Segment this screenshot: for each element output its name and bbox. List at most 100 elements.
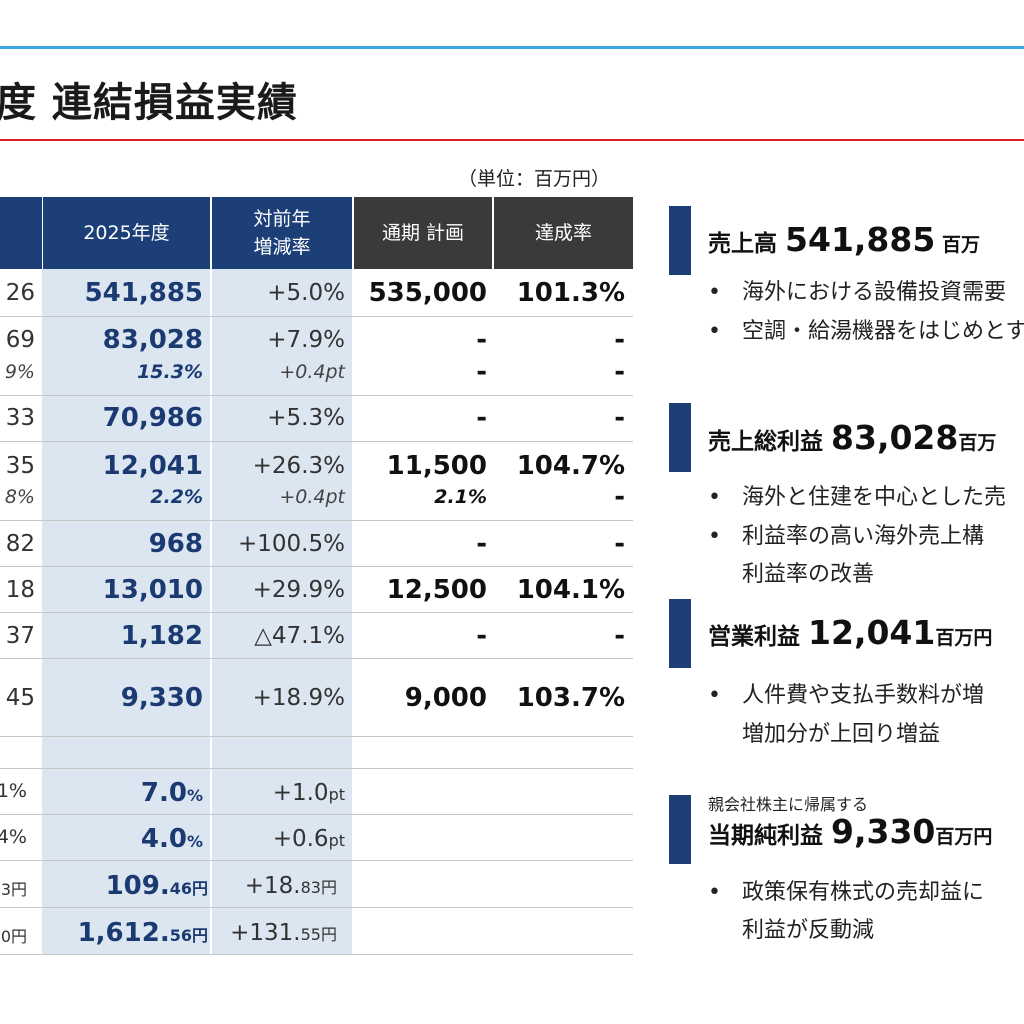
rate-value: - xyxy=(614,529,625,559)
rate-value: 104.1% xyxy=(516,575,625,605)
title-underline xyxy=(0,139,1024,141)
yoy-value: +0.6pt xyxy=(273,826,345,852)
row-divider xyxy=(0,954,633,955)
fy-value: 541,885 xyxy=(84,278,203,308)
bullet-continuation: 増加分が上回り増益 xyxy=(742,722,941,747)
prev-value: 33 xyxy=(5,405,35,431)
bullet-mark: • xyxy=(708,485,721,510)
row-divider xyxy=(0,395,633,396)
yoy-value: +26.3% xyxy=(252,453,345,479)
section-title-sales: 売上高 541,885 百万 xyxy=(708,220,980,259)
rate-value: - xyxy=(614,325,625,355)
bullet-item: • 海外における設備投資需要 xyxy=(708,274,1006,306)
prev-ratio: 8% xyxy=(4,486,35,508)
section-value: 12,041 xyxy=(808,613,936,652)
bullet-continuation: 利益が反動減 xyxy=(742,918,875,943)
row-divider xyxy=(0,736,633,737)
section-title-operating-profit: 営業利益 12,041百万円 xyxy=(708,613,992,652)
section-marker xyxy=(669,403,691,472)
row-divider xyxy=(0,768,633,769)
fy-decimals: 56円 xyxy=(169,926,208,945)
fy-value: 13,010 xyxy=(102,575,203,605)
header-yoy-line1: 対前年 xyxy=(253,208,311,230)
fy-value: 83,028 xyxy=(102,325,203,355)
fy-value: 968 xyxy=(148,529,203,559)
yoy-value: +7.9% xyxy=(267,327,345,353)
header-plan: 通期 計画 xyxy=(354,197,492,269)
prev-value: 26 xyxy=(5,280,35,306)
section-value: 9,330 xyxy=(831,812,936,851)
section-prefix: 親会社株主に帰属する xyxy=(708,795,869,814)
row-divider xyxy=(0,907,633,908)
section-label: 当期純利益 xyxy=(708,823,832,849)
yoy-number: +0.6 xyxy=(272,826,329,852)
fy-number: 1,612. xyxy=(77,918,170,948)
bullet-text: 利益率の高い海外売上構 xyxy=(742,524,985,549)
row-divider xyxy=(0,860,633,861)
fy-value: 4.0% xyxy=(141,824,203,854)
section-unit: 百万円 xyxy=(935,627,993,649)
bullet-mark: • xyxy=(708,524,721,549)
section-unit: 百万 xyxy=(935,234,980,256)
rate-value: 104.7% xyxy=(516,451,625,481)
fy-ratio: 15.3% xyxy=(137,361,203,383)
prev-value: 35 xyxy=(5,453,35,479)
row-divider xyxy=(0,566,633,567)
yoy-value: +18.9% xyxy=(252,685,345,711)
yoy-value: +1.0pt xyxy=(273,780,345,806)
section-unit: 百万 xyxy=(958,432,997,454)
prev-value: 0円 xyxy=(0,927,27,946)
plan-value: - xyxy=(476,325,487,355)
yoy-value: △47.1% xyxy=(254,623,345,649)
fy-number: 4.0 xyxy=(140,824,187,854)
prev-value: 37 xyxy=(5,623,35,649)
section-title-net-income: 当期純利益 9,330百万円 xyxy=(708,812,992,851)
bullet-text: 海外と住建を中心とした売 xyxy=(742,485,1007,510)
yoy-number: +131. xyxy=(230,920,301,946)
yoy-ratio: +0.4pt xyxy=(279,361,345,383)
yoy-value: +131.55円 xyxy=(230,920,337,946)
results-table: 2025年度 対前年 増減率 通期 計画 達成率 26 541,885 +5.0… xyxy=(0,197,633,957)
bullet-continuation: 利益率の改善 xyxy=(742,562,875,587)
bullet-text: 海外における設備投資需要 xyxy=(742,280,1007,305)
fy-value: 9,330 xyxy=(120,683,203,713)
bullet-item: • 政策保有株式の売却益に xyxy=(708,874,984,906)
header-rate: 達成率 xyxy=(494,197,633,269)
plan-value: - xyxy=(476,621,487,651)
yoy-value: +5.0% xyxy=(267,280,345,306)
yoy-decimals: 83円 xyxy=(300,878,337,897)
fy-value: 7.0% xyxy=(141,778,203,808)
yoy-unit: pt xyxy=(328,831,345,850)
row-divider xyxy=(0,316,633,317)
plan-value: 12,500 xyxy=(386,575,487,605)
section-marker xyxy=(669,206,691,275)
prev-value: 69 xyxy=(5,327,35,353)
yoy-number: +18. xyxy=(244,873,301,899)
section-label: 売上総利益 xyxy=(708,429,832,455)
rate-ratio: - xyxy=(614,357,625,387)
bullet-text: 政策保有株式の売却益に xyxy=(742,880,985,905)
yoy-value: +18.83円 xyxy=(245,873,337,899)
header-yoy-line2: 増減率 xyxy=(253,236,311,258)
section-label: 営業利益 xyxy=(708,624,809,650)
prev-ratio: 9% xyxy=(4,361,35,383)
page-title: 度 連結損益実績 xyxy=(0,80,298,126)
section-marker xyxy=(669,599,691,668)
prev-value: 3円 xyxy=(0,880,27,899)
rate-value: 101.3% xyxy=(516,278,625,308)
fy-value: 70,986 xyxy=(102,403,203,433)
section-marker xyxy=(669,795,691,864)
yoy-ratio: +0.4pt xyxy=(279,486,345,508)
header-yoy: 対前年 増減率 xyxy=(212,197,352,269)
fy-number: 7.0 xyxy=(140,778,187,808)
header-cut-cell xyxy=(0,197,42,269)
yoy-value: +29.9% xyxy=(252,577,345,603)
bullet-mark: • xyxy=(708,319,721,344)
rate-ratio: - xyxy=(614,482,625,512)
row-divider xyxy=(0,441,633,442)
section-label: 売上高 xyxy=(708,231,786,257)
plan-value: - xyxy=(476,529,487,559)
fy-value: 109.46円 xyxy=(106,871,208,901)
plan-ratio: - xyxy=(476,357,487,387)
bullet-item: • 人件費や支払手数料が増 xyxy=(708,677,984,709)
